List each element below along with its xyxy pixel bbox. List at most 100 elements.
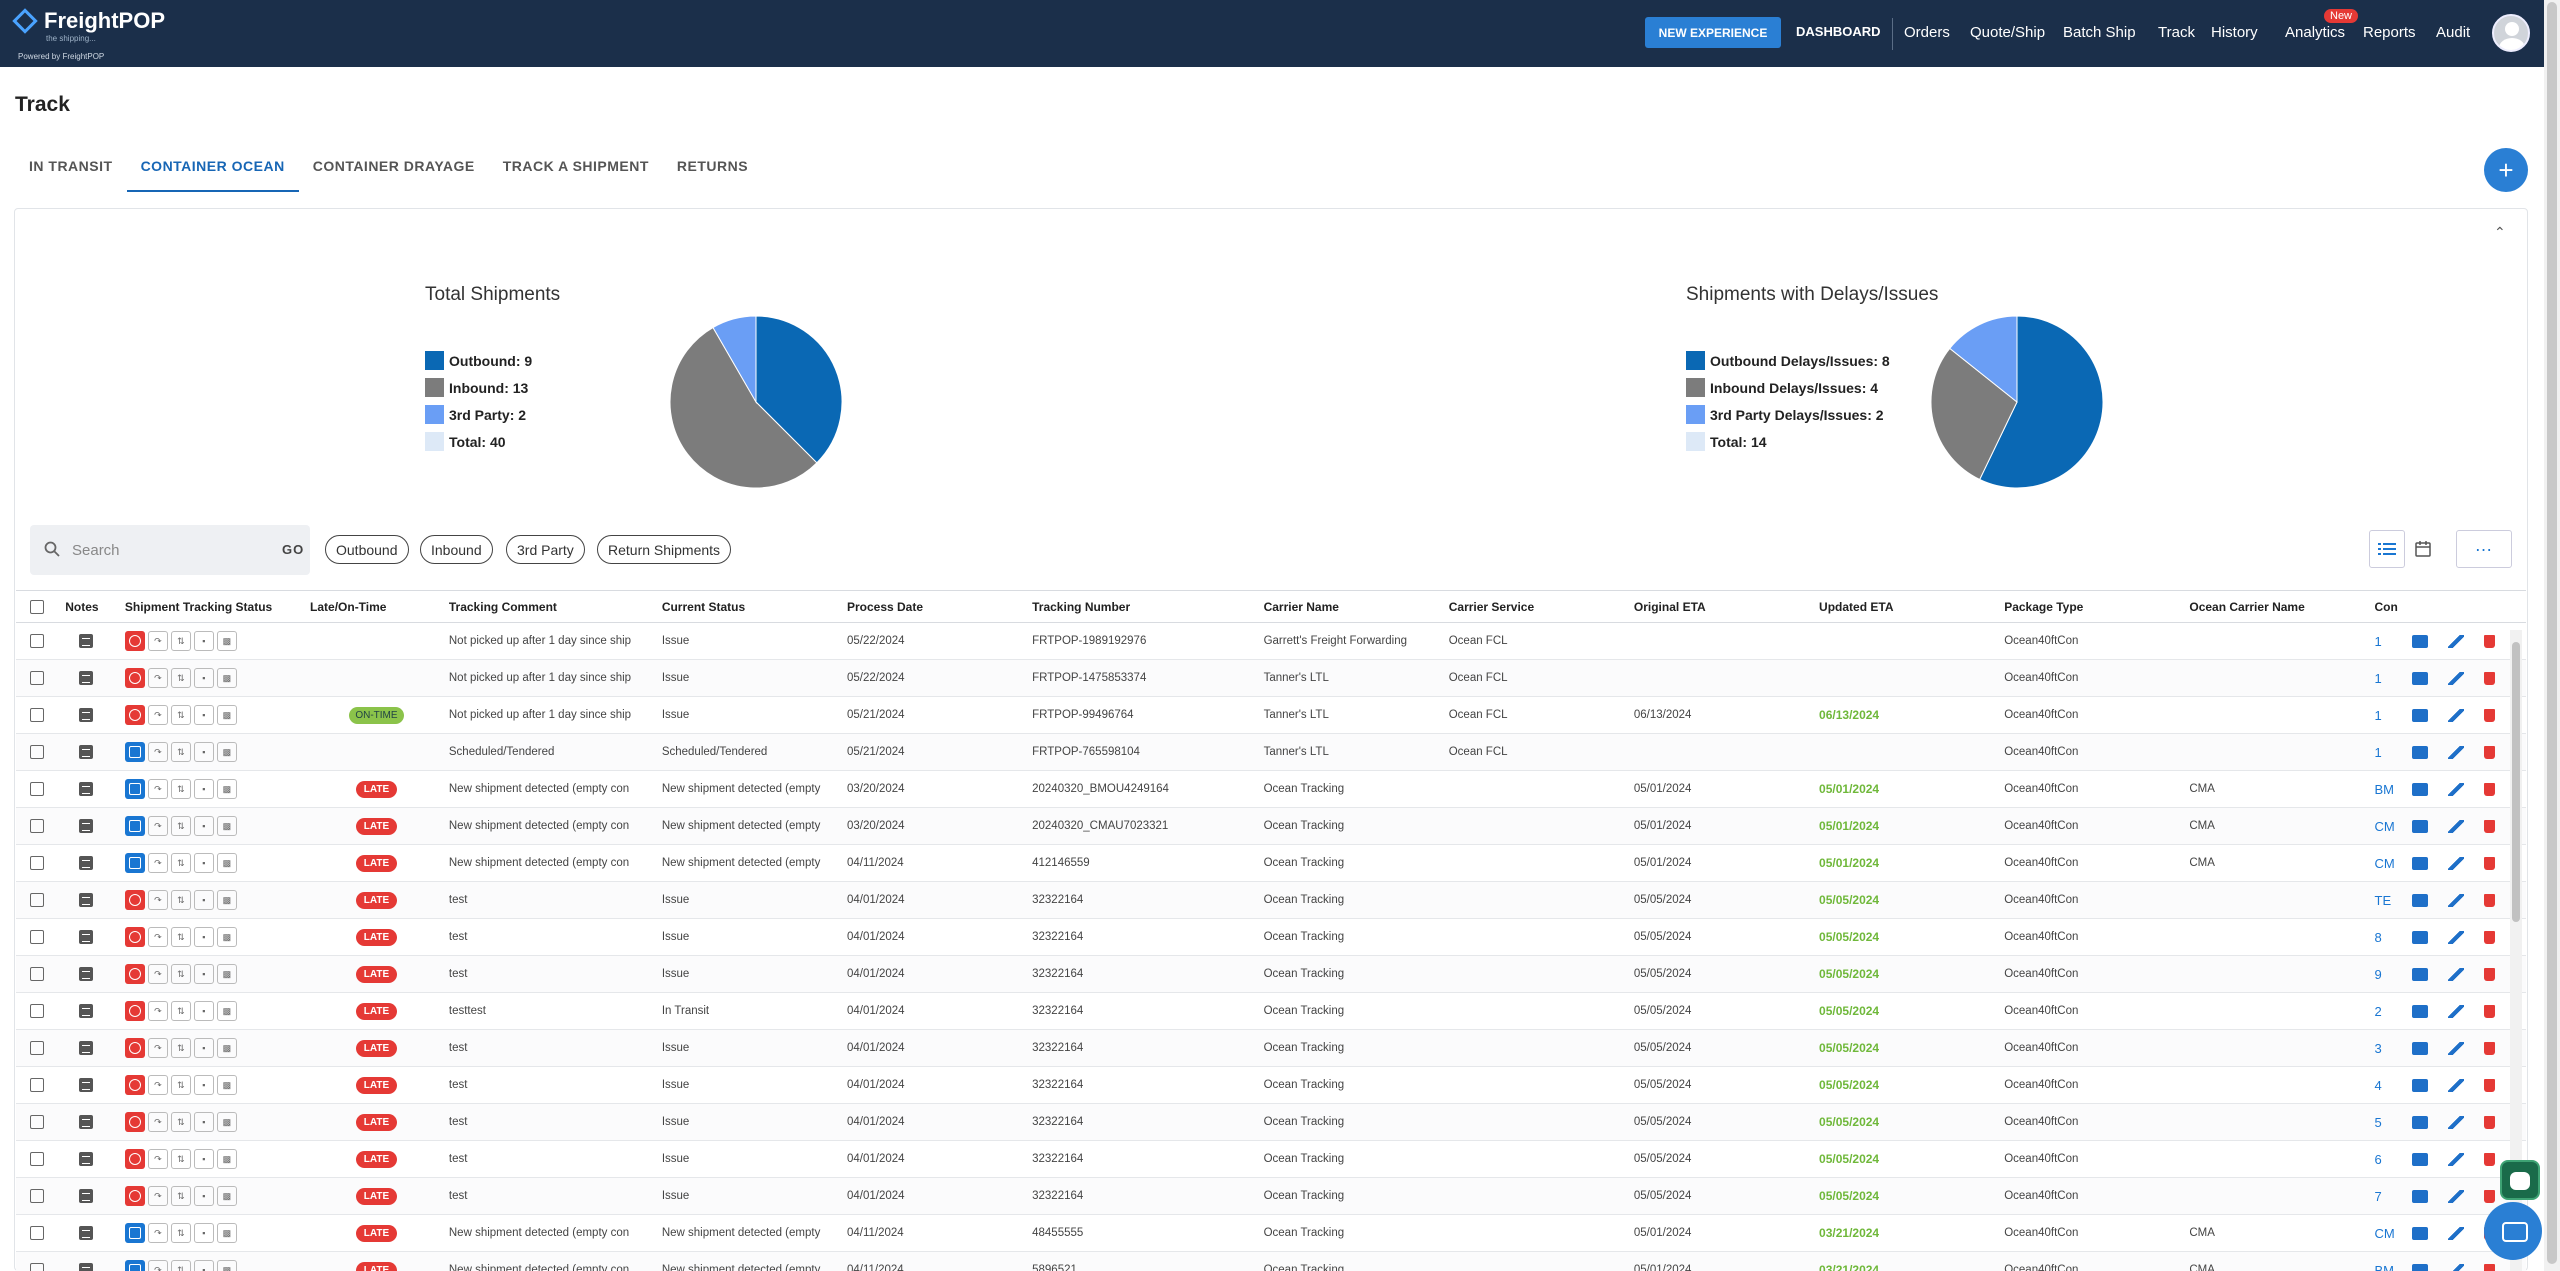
edit-icon[interactable] [2447,819,2464,833]
edit-icon[interactable] [2447,745,2464,759]
status-step-icon[interactable]: ⇅ [170,1186,191,1206]
truck-icon[interactable] [2411,1078,2428,1092]
column-header[interactable]: Carrier Name [1257,590,1443,623]
user-avatar[interactable] [2492,14,2530,52]
row-checkbox[interactable] [30,1263,44,1271]
edit-icon[interactable] [2447,1189,2464,1203]
tracking-status-icon[interactable] [124,779,145,799]
table-row[interactable]: ↷ ⇅ ▪ ▩ LATE test Issue 04/01/2024 32322164 Ocean… [16,881,2526,919]
select-all-checkbox[interactable] [30,599,44,614]
status-step-icon[interactable]: ▪ [193,890,214,910]
row-checkbox[interactable] [30,1152,44,1166]
notes-icon[interactable] [79,967,94,981]
status-step-icon[interactable]: ▩ [216,1112,237,1132]
truck-icon[interactable] [2411,708,2428,722]
edit-icon[interactable] [2447,634,2464,648]
row-checkbox[interactable] [30,708,44,722]
notes-icon[interactable] [79,930,94,944]
table-row[interactable]: ↷ ⇅ ▪ ▩ LATE test Issue 04/01/2024 32322164 Ocean… [16,1066,2526,1104]
status-step-icon[interactable]: ▪ [193,1038,214,1058]
row-checkbox[interactable] [30,634,44,648]
status-step-icon[interactable]: ⇅ [170,1149,191,1169]
status-step-icon[interactable]: ⇅ [170,742,191,762]
status-step-icon[interactable]: ▩ [216,668,237,688]
status-step-icon[interactable]: ↷ [147,1038,168,1058]
cell-container-link[interactable]: BM [2368,770,2406,808]
cell-container-link[interactable]: CM [2368,844,2406,882]
delete-icon[interactable] [2483,1041,2495,1055]
edit-icon[interactable] [2447,1004,2464,1018]
tracking-status-icon[interactable] [124,1186,145,1206]
status-step-icon[interactable]: ▪ [193,1260,214,1271]
table-scrollbar-thumb[interactable] [2512,642,2520,922]
tracking-status-icon[interactable] [124,1038,145,1058]
column-header[interactable]: Process Date [840,590,1027,623]
cell-container-link[interactable]: 2 [2368,992,2406,1030]
status-step-icon[interactable]: ▪ [193,816,214,836]
status-step-icon[interactable]: ↷ [147,890,168,910]
status-step-icon[interactable]: ▪ [193,853,214,873]
status-step-icon[interactable]: ▩ [216,1260,237,1271]
tracking-status-icon[interactable] [124,631,145,651]
truck-icon[interactable] [2411,1115,2428,1129]
status-step-icon[interactable]: ⇅ [170,1223,191,1243]
tab-in-transit[interactable]: IN TRANSIT [29,158,113,174]
delete-icon[interactable] [2483,634,2495,648]
row-checkbox[interactable] [30,1226,44,1240]
status-step-icon[interactable]: ▪ [193,927,214,947]
freightpop-logo[interactable]: FreightPOP the shipping... Powered by Fr… [12,8,165,61]
status-step-icon[interactable]: ↷ [147,742,168,762]
notes-icon[interactable] [79,671,94,685]
status-step-icon[interactable]: ▪ [193,964,214,984]
status-step-icon[interactable]: ↷ [147,1075,168,1095]
table-row[interactable]: ↷ ⇅ ▪ ▩ LATE New shipment detected (empty con… [16,807,2526,845]
table-row[interactable]: ↷ ⇅ ▪ ▩ LATE test Issue 04/01/2024 32322164 Ocean… [16,1177,2526,1215]
status-step-icon[interactable]: ↷ [147,927,168,947]
status-step-icon[interactable]: ▩ [216,964,237,984]
filter-inbound[interactable]: Inbound [420,535,493,564]
status-step-icon[interactable]: ▪ [193,1112,214,1132]
status-step-icon[interactable]: ▪ [193,705,214,725]
row-checkbox[interactable] [30,782,44,796]
truck-icon[interactable] [2411,634,2428,648]
nav-batch-ship[interactable]: Batch Ship [2063,24,2136,41]
table-row[interactable]: ↷ ⇅ ▪ ▩ LATE test Issue 04/01/2024 32322164 Ocean… [16,918,2526,956]
truck-icon[interactable] [2411,1041,2428,1055]
table-row[interactable]: ↷ ⇅ ▪ ▩ LATE test Issue 04/01/2024 32322164 Ocean… [16,1140,2526,1178]
status-step-icon[interactable]: ⇅ [170,890,191,910]
status-step-icon[interactable]: ↷ [147,705,168,725]
delete-icon[interactable] [2483,782,2495,796]
status-step-icon[interactable]: ⇅ [170,779,191,799]
truck-icon[interactable] [2411,671,2428,685]
status-step-icon[interactable]: ▪ [193,1149,214,1169]
tracking-status-icon[interactable] [124,853,145,873]
pie-slice-3rd-party[interactable] [712,315,757,404]
status-step-icon[interactable]: ↷ [147,1112,168,1132]
row-checkbox[interactable] [30,1078,44,1092]
cell-container-link[interactable]: TE [2368,881,2406,919]
tracking-status-icon[interactable] [124,1112,145,1132]
list-view-button[interactable] [2369,530,2405,568]
cell-container-link[interactable]: CM [2368,1214,2406,1252]
tracking-status-icon[interactable] [124,1149,145,1169]
cell-container-link[interactable]: 1 [2368,696,2406,734]
row-checkbox[interactable] [30,930,44,944]
status-step-icon[interactable]: ⇅ [170,668,191,688]
status-step-icon[interactable]: ⇅ [170,1075,191,1095]
column-header[interactable]: Ocean Carrier Name [2183,590,2369,623]
tracking-status-icon[interactable] [124,964,145,984]
status-step-icon[interactable]: ▩ [216,705,237,725]
edit-icon[interactable] [2447,1226,2464,1240]
nav-history[interactable]: History [2211,24,2258,41]
nav-orders[interactable]: Orders [1904,24,1950,41]
tracking-status-icon[interactable] [124,816,145,836]
delete-icon[interactable] [2483,856,2495,870]
edit-icon[interactable] [2447,1152,2464,1166]
edit-icon[interactable] [2447,1263,2464,1271]
status-step-icon[interactable]: ⇅ [170,964,191,984]
column-header[interactable]: Tracking Comment [442,590,656,623]
tracking-status-icon[interactable] [124,1075,145,1095]
tracking-status-icon[interactable] [124,890,145,910]
delete-icon[interactable] [2483,967,2495,981]
status-step-icon[interactable]: ▪ [193,779,214,799]
